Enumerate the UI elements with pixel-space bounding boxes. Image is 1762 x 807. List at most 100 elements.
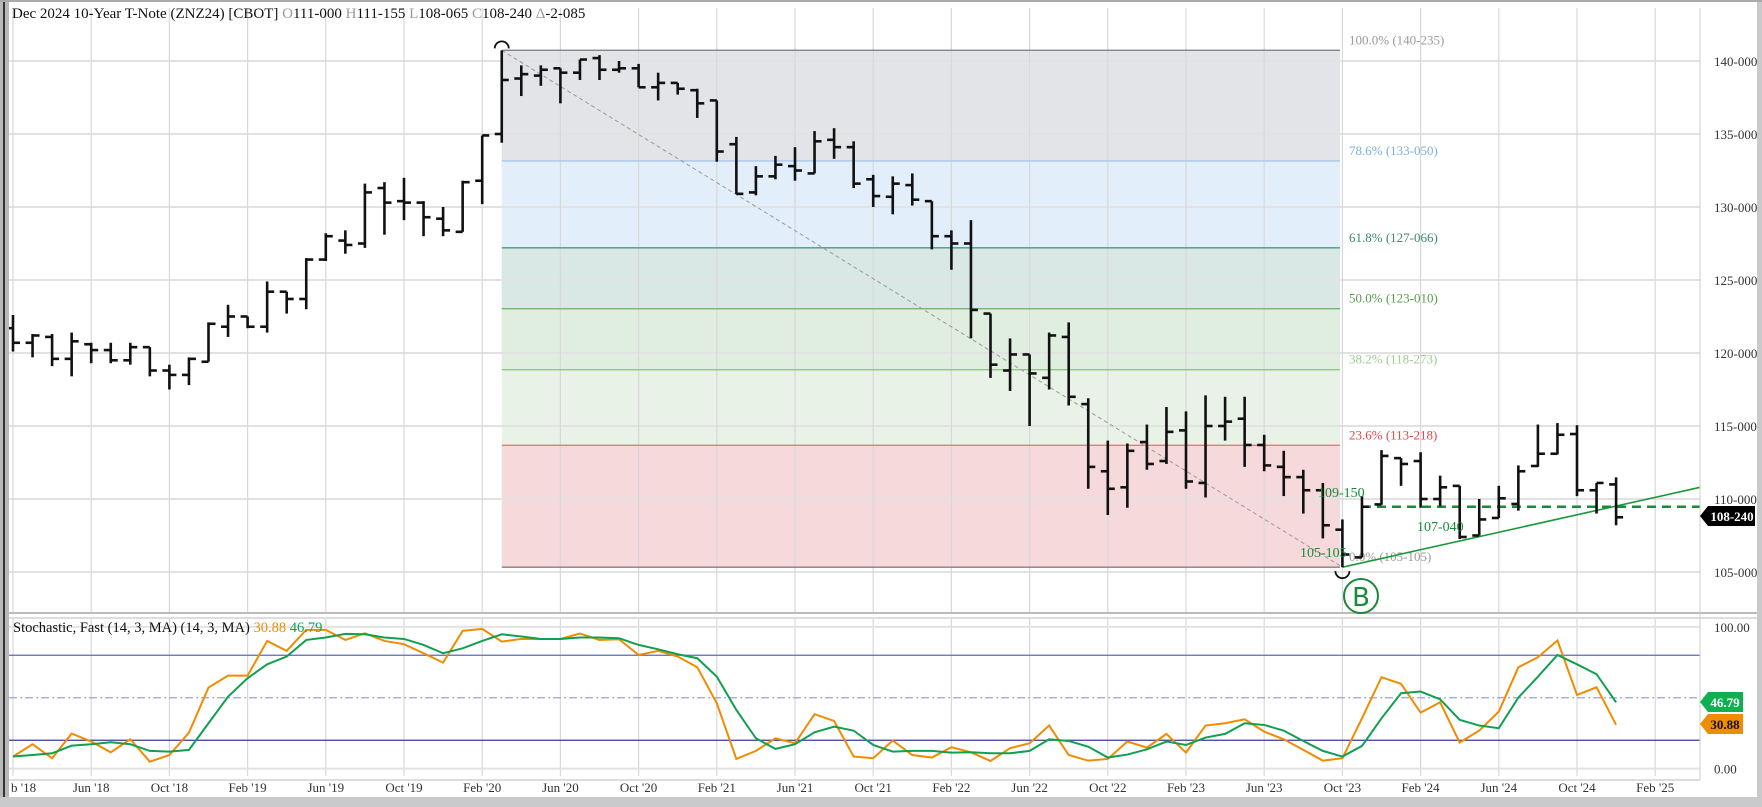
ohlc-bar <box>221 304 236 337</box>
ohlc-bar <box>1179 411 1193 489</box>
fib-level-label: 100.0% (140-235) <box>1349 32 1444 47</box>
ohlc-bar <box>1609 477 1624 526</box>
ohlc-bar <box>1472 499 1487 537</box>
ohlc-bar <box>1433 475 1448 507</box>
ohlc-bar <box>103 342 118 364</box>
k-value-badge: 30.88 <box>1700 714 1743 734</box>
fib-level-label: 78.6% (133-050) <box>1349 143 1438 158</box>
swing-low-marker <box>1334 571 1351 580</box>
ohlc-bar <box>1354 496 1369 559</box>
d-value-badge: 46.79 <box>1700 692 1743 712</box>
b-marker-label: B <box>1352 583 1370 613</box>
ohlc-bar <box>1159 407 1174 464</box>
ohlc-bar <box>768 155 783 180</box>
time-axis-label: Feb '19 <box>229 780 267 795</box>
time-axis-label: Feb '22 <box>932 780 970 795</box>
dashed-level-label: 109-150 <box>1318 486 1365 501</box>
change-value: -2-085 <box>545 6 586 22</box>
price-axis-label: 125-000 <box>1714 273 1757 288</box>
ohlc-bar <box>905 173 920 206</box>
ohlc-bar <box>924 199 939 250</box>
ohlc-bar <box>1413 452 1428 508</box>
left-frame-line <box>3 0 5 807</box>
ohlc-bar <box>377 182 392 235</box>
ohlc-bar <box>612 61 627 73</box>
time-axis-label: b '18 <box>11 780 36 795</box>
ohlc-bar <box>1022 353 1037 426</box>
ohlc-bar <box>201 322 216 364</box>
right-frame <box>1757 0 1762 807</box>
ohlc-bar <box>885 176 900 215</box>
ohlc-bar <box>1100 440 1115 516</box>
time-axis-label: Jun '23 <box>1246 780 1283 795</box>
close-label: C <box>472 6 483 22</box>
ohlc-bar <box>1061 322 1076 406</box>
time-axis-label: Jun '20 <box>542 780 579 795</box>
last-price-badge: 108-240 <box>1700 506 1755 526</box>
time-axis-label: Feb '25 <box>1636 780 1674 795</box>
change-label: Δ <box>535 6 546 22</box>
d-value: 46.79 <box>289 620 323 636</box>
open-value: 111-000 <box>292 6 342 22</box>
ohlc-bar <box>1491 485 1506 520</box>
low-level-label: 105-105 <box>1300 546 1347 561</box>
ohlc-bar <box>416 201 431 237</box>
ohlc-bar <box>181 357 196 386</box>
k-value-badge-text: 30.88 <box>1710 717 1740 732</box>
time-axis-label: Jun '21 <box>777 780 814 795</box>
ohlc-bar <box>553 67 568 104</box>
ohlc-bar <box>142 345 157 377</box>
ohlc-bar <box>866 174 881 207</box>
time-axis-label: Oct '18 <box>151 780 188 795</box>
high-label: H <box>345 6 357 22</box>
price-axis-label: 120-000 <box>1714 346 1757 361</box>
fib-band <box>501 369 1340 446</box>
fib-level-label: 50.0% (123-010) <box>1349 291 1438 306</box>
price-axis-label: 130-000 <box>1714 200 1757 215</box>
price-axis-label: 135-000 <box>1714 127 1757 142</box>
ohlc-bar <box>963 220 978 339</box>
fib-band <box>501 247 1340 309</box>
ohlc-bar <box>475 134 490 205</box>
ohlc-bar <box>748 166 763 196</box>
stochastic-title: Stochastic, Fast (14, 3, MA) (14, 3, MA) <box>13 620 250 636</box>
ohlc-bar <box>1570 425 1584 497</box>
stoch-k-line <box>12 627 1617 763</box>
price-bars <box>6 50 1624 568</box>
ohlc-bar <box>84 342 99 364</box>
ohlc-bar <box>436 207 451 237</box>
trendline-label: 107-040 <box>1417 520 1464 535</box>
fib-band <box>501 160 1340 248</box>
time-axis-label: Oct '22 <box>1089 780 1126 795</box>
ohlc-bar <box>729 136 744 196</box>
low-label: L <box>409 6 419 22</box>
ohlc-bar <box>1081 398 1096 489</box>
time-axis-label: Feb '23 <box>1167 780 1205 795</box>
ohlc-bar <box>944 230 959 270</box>
time-axis-label: Jun '18 <box>73 780 110 795</box>
d-value-badge-text: 46.79 <box>1710 695 1740 710</box>
ohlc-bar <box>64 332 79 377</box>
ohlc-bar <box>651 72 666 101</box>
fib-level-label: 38.2% (118-273) <box>1349 352 1437 367</box>
price-axis-label: 110-000 <box>1714 492 1757 507</box>
ohlc-bar <box>1589 481 1604 514</box>
ohlc-bar <box>397 177 411 221</box>
ohlc-bar <box>1120 443 1135 508</box>
ohlc-bar <box>1042 332 1057 390</box>
b-marker[interactable]: B <box>1343 578 1379 614</box>
ohlc-bar <box>1335 519 1350 568</box>
ohlc-bar <box>533 65 548 86</box>
ohlc-bar <box>162 364 177 390</box>
time-axis-label: Oct '24 <box>1558 780 1596 795</box>
fib-level-label: 23.6% (113-218) <box>1349 427 1437 442</box>
stoch-axis-label: 0.00 <box>1714 762 1737 777</box>
drawings <box>493 40 1701 580</box>
instrument-title: Dec 2024 10-Year T-Note (ZNZ24) [CBOT] <box>12 6 279 22</box>
open-label: O <box>282 6 293 22</box>
ohlc-bar <box>1257 434 1272 472</box>
close-value: 108-240 <box>482 6 533 22</box>
fibonacci-lines: 100.0% (140-235) 78.6% (133-050) 61.8% (12… <box>501 32 1444 568</box>
